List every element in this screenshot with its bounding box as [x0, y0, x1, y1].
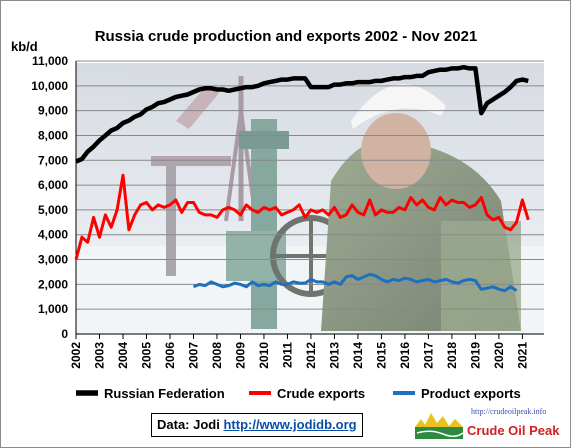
series-line-product-exports	[192, 272, 518, 293]
legend-label-russian-federation: Russian Federation	[104, 386, 225, 401]
logo-name: Crude Oil Peak	[467, 423, 560, 438]
background-photo	[76, 63, 544, 335]
series-line-russian-federation	[75, 64, 529, 164]
chart-title: Russia crude production and exports 2002…	[95, 28, 478, 45]
y-tick-label: 5,000	[38, 203, 68, 217]
x-tick-label: 2015	[374, 342, 388, 369]
x-tick-label: 2002	[69, 342, 83, 369]
x-axis-ticks: 2002 2003 2004 2005 2006 2007 2008 2009 2010 2011…	[69, 342, 529, 369]
y-tick-label: 1,000	[38, 302, 68, 316]
legend: Russian Federation Crude exports Product e…	[76, 386, 521, 401]
x-tick-label: 2009	[233, 342, 247, 369]
y-tick-label: 10,000	[31, 79, 68, 93]
x-tick-label: 2017	[421, 342, 435, 369]
x-tick-label: 2007	[186, 342, 200, 369]
series-line-crude-exports	[74, 173, 530, 260]
axes	[75, 61, 544, 339]
x-tick-label: 2012	[304, 342, 318, 369]
y-tick-label: 2,000	[38, 277, 68, 291]
x-tick-label: 2014	[351, 342, 365, 369]
y-tick-label: 9,000	[38, 104, 68, 118]
x-tick-label: 2016	[398, 342, 412, 369]
y-tick-label: 4,000	[38, 228, 68, 242]
y-axis-label: kb/d	[11, 39, 38, 54]
logo-graphic	[415, 413, 464, 439]
legend-label-crude-exports: Crude exports	[277, 386, 365, 401]
source-box: Data: Jodi http://www.jodidb.org	[151, 413, 363, 437]
y-tick-label: 7,000	[38, 153, 68, 167]
x-tick-label: 2005	[139, 342, 153, 369]
x-tick-label: 2008	[210, 342, 224, 369]
x-tick-label: 2013	[327, 342, 341, 369]
x-tick-label: 2010	[257, 342, 271, 369]
y-tick-label: 11,000	[32, 54, 68, 68]
x-tick-label: 2004	[116, 342, 130, 369]
logo: http://crudeoilpeak.info Crude Oil Peak	[413, 407, 561, 441]
source-link[interactable]: http://www.jodidb.org	[223, 417, 357, 432]
x-tick-label: 2019	[468, 342, 482, 369]
y-tick-label: 8,000	[38, 128, 68, 142]
legend-label-product-exports: Product exports	[421, 386, 521, 401]
x-tick-label: 2003	[92, 342, 106, 369]
series-layer	[74, 64, 530, 293]
source-label: Data: Jodi	[157, 417, 220, 432]
y-axis-ticks: 0 1,000 2,000 3,000 4,000 5,000 6,000 7,000 8,00…	[31, 54, 68, 341]
logo-url[interactable]: http://crudeoilpeak.info	[471, 407, 547, 416]
y-tick-label: 6,000	[38, 178, 68, 192]
x-tick-label: 2018	[445, 342, 459, 369]
y-tick-label: 3,000	[38, 253, 68, 267]
x-tick-label: 2011	[280, 342, 294, 368]
y-tick-label: 0	[61, 327, 68, 341]
x-tick-label: 2020	[492, 342, 506, 369]
x-tick-label: 2021	[515, 342, 529, 369]
x-tick-label: 2006	[163, 342, 177, 369]
